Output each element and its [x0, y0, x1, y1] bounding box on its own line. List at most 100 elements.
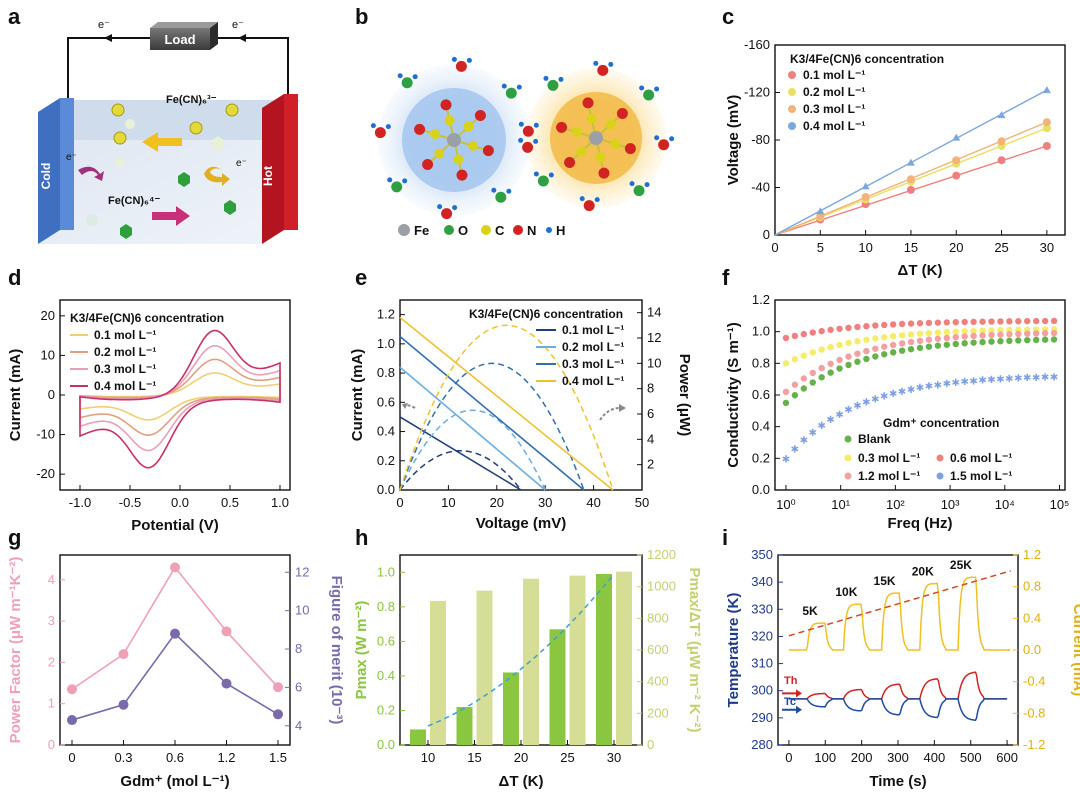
carbon-atom [453, 154, 464, 165]
f-point [836, 356, 843, 364]
h-y2tick-label: 1000 [647, 579, 676, 594]
shell-atom [455, 60, 467, 72]
g-zt-line [71, 632, 279, 721]
panel-e-y2label: Power (μW) [676, 354, 693, 437]
i-step-label: 5K [802, 604, 818, 618]
f-legend-marker [936, 472, 944, 480]
c-xtick-label: 10 [858, 240, 872, 255]
i-xtick-label: 400 [924, 750, 946, 765]
i-ytick-label: 350 [751, 547, 773, 562]
g-xtick-label: 1.2 [217, 750, 235, 765]
e-power-curve [399, 449, 522, 491]
h-y2tick-label: 0 [647, 737, 654, 752]
shell-atom [522, 125, 534, 137]
f-point [898, 320, 906, 328]
f-point: ✱ [826, 415, 834, 426]
f-point [952, 333, 959, 341]
f-point [988, 327, 995, 334]
f-point [916, 320, 924, 327]
hydrogen-atom [437, 204, 443, 210]
carbon-atom [444, 115, 455, 126]
e-xtick-label: 40 [586, 495, 600, 510]
f-point [997, 337, 1004, 345]
hydrogen-atom [644, 182, 650, 188]
f-point [943, 328, 951, 336]
f-point [916, 330, 924, 337]
f-point [889, 333, 897, 340]
f-point [809, 379, 816, 386]
h-xtick-label: 10 [421, 750, 435, 765]
f-point [863, 355, 870, 363]
shell-atom [401, 77, 413, 89]
e-legend-label: 0.1 mol L⁻¹ [562, 323, 624, 337]
d-legend-label: 0.1 mol L⁻¹ [94, 328, 156, 342]
panel-c-legend-title: K3/4Fe(CN)6 concentration [790, 52, 944, 66]
f-xtick-label: 10⁵ [1050, 497, 1070, 512]
panel-f-xlabel: Freq (Hz) [888, 515, 953, 532]
c-point [997, 156, 1006, 165]
f-point: ✱ [1005, 374, 1013, 385]
f-point: ✱ [800, 436, 808, 447]
nitrogen-atom [440, 99, 452, 111]
panel-label-e: e [355, 265, 367, 290]
legend-h: H [556, 223, 565, 238]
f-point [881, 351, 888, 358]
h-xtick-label: 20 [514, 750, 528, 765]
f-point [988, 331, 995, 339]
hydrogen-atom [669, 136, 675, 142]
hydrogen-atom [466, 57, 472, 63]
panel-e-ylabel: Current (mA) [349, 349, 366, 442]
ion-label-3: Fe(CN)₆³⁻ [166, 94, 217, 106]
carbon-atom [610, 138, 621, 149]
f-point [916, 344, 924, 352]
h-ytick-label: 0.4 [377, 668, 395, 683]
d-legend-label: 0.3 mol L⁻¹ [94, 362, 156, 376]
molecule-ferrocyanide-gdm [518, 60, 675, 212]
d-legend-label: 0.2 mol L⁻¹ [94, 345, 156, 359]
carbon-atom [434, 148, 445, 159]
c-point [1042, 124, 1051, 133]
f-point [809, 349, 816, 356]
f-point [934, 329, 942, 336]
f-point [979, 332, 986, 339]
f-point [970, 339, 977, 346]
d-xtick-label: 1.0 [271, 495, 289, 510]
f-point [881, 321, 888, 329]
panel-label-f: f [722, 265, 730, 290]
panel-label-c: c [722, 4, 734, 29]
panel-g-ylabel: Power Factor (μW m⁻¹K⁻²) [7, 557, 24, 744]
f-point [934, 342, 942, 349]
f-legend-label: Blank [858, 432, 891, 446]
e-ytick-label: 1.0 [377, 336, 395, 351]
nitrogen-atom [624, 143, 636, 155]
panel-g-frame [59, 554, 291, 746]
f-point [943, 341, 951, 348]
f-point: ✱ [934, 380, 942, 391]
wire-right [218, 37, 289, 98]
c-legend-marker [788, 122, 796, 130]
f-point [827, 326, 834, 334]
d-xtick-label: 0.0 [171, 495, 189, 510]
e-y2tick-label: 10 [647, 355, 661, 370]
f-point [1015, 318, 1022, 325]
carbon-atom [571, 127, 582, 138]
h-xtick-label: 25 [560, 750, 574, 765]
hydrogen-atom [402, 178, 408, 184]
f-point [782, 399, 790, 407]
panel-h-ylabel: Pmax (W m⁻²) [353, 601, 370, 700]
f-point: ✱ [943, 379, 951, 390]
shell-atom [505, 87, 517, 99]
g-zt-point [67, 715, 77, 726]
d-legend-label: 0.4 mol L⁻¹ [94, 379, 156, 393]
f-xtick-label: 10³ [941, 497, 960, 512]
c-point [816, 207, 825, 215]
i-ytick-label: 310 [751, 656, 773, 671]
f-point [1024, 317, 1031, 325]
f-point [1050, 329, 1058, 337]
legend-o-dot [444, 225, 454, 235]
hydrogen-atom [385, 124, 391, 130]
g-xtick-label: 1.5 [269, 750, 287, 765]
f-point [782, 388, 790, 396]
i-xtick-label: 500 [960, 750, 982, 765]
